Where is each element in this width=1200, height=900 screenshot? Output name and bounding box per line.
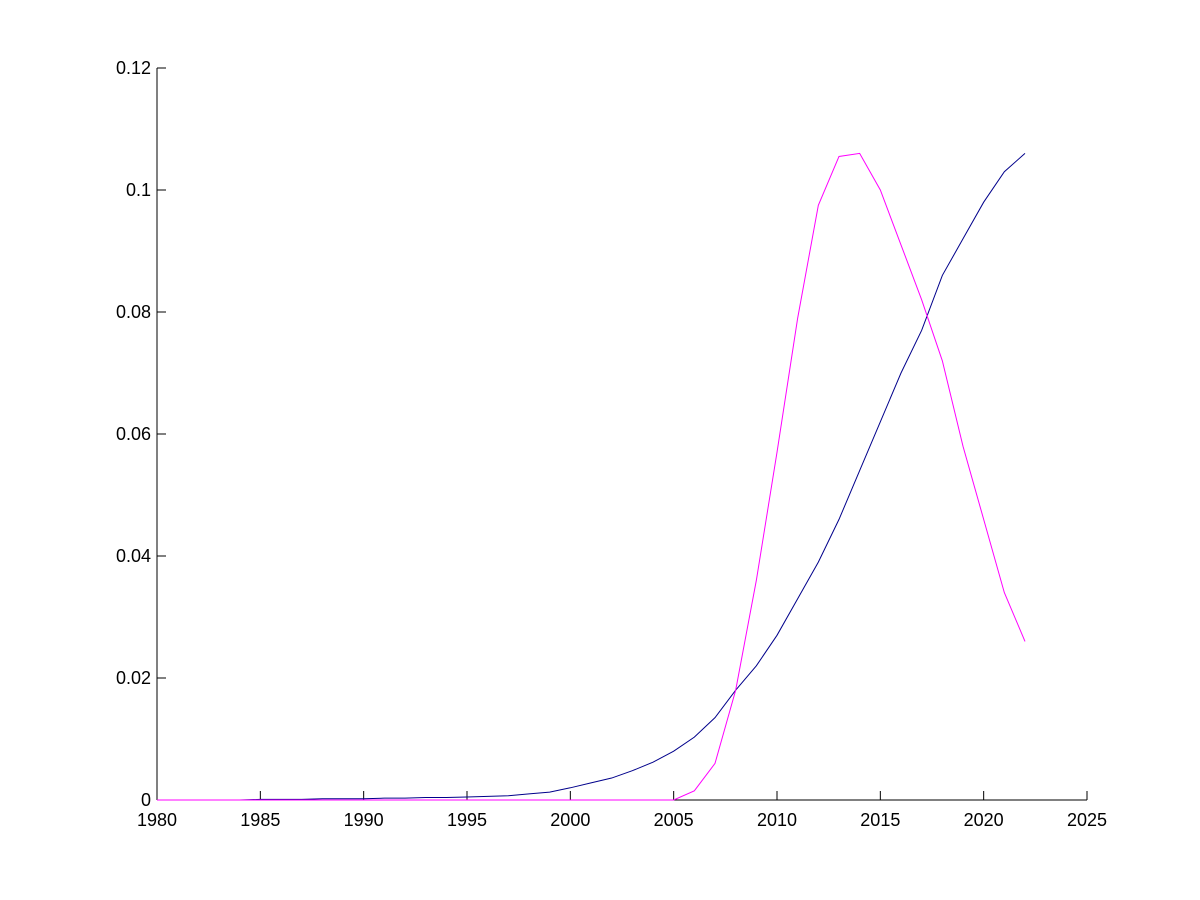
x-tick-label: 2020 <box>964 810 1004 830</box>
x-tick-label: 2005 <box>654 810 694 830</box>
y-tick-label: 0.12 <box>116 58 151 78</box>
y-tick-label: 0 <box>141 790 151 810</box>
line-series <box>157 153 1026 801</box>
y-tick-label: 0.08 <box>116 302 151 322</box>
y-tick-label: 0.06 <box>116 424 151 444</box>
x-tick-label: 2000 <box>550 810 590 830</box>
line-series <box>157 152 1026 801</box>
y-tick-label: 0.04 <box>116 546 151 566</box>
y-tick-label: 0.1 <box>126 180 151 200</box>
x-tick-label: 2025 <box>1067 810 1107 830</box>
y-tick-label: 0.02 <box>116 668 151 688</box>
x-tick-label: 1985 <box>240 810 280 830</box>
x-tick-label: 2010 <box>757 810 797 830</box>
x-tick-label: 1980 <box>137 810 177 830</box>
x-tick-label: 1995 <box>447 810 487 830</box>
x-tick-label: 1990 <box>344 810 384 830</box>
x-tick-label: 2015 <box>860 810 900 830</box>
